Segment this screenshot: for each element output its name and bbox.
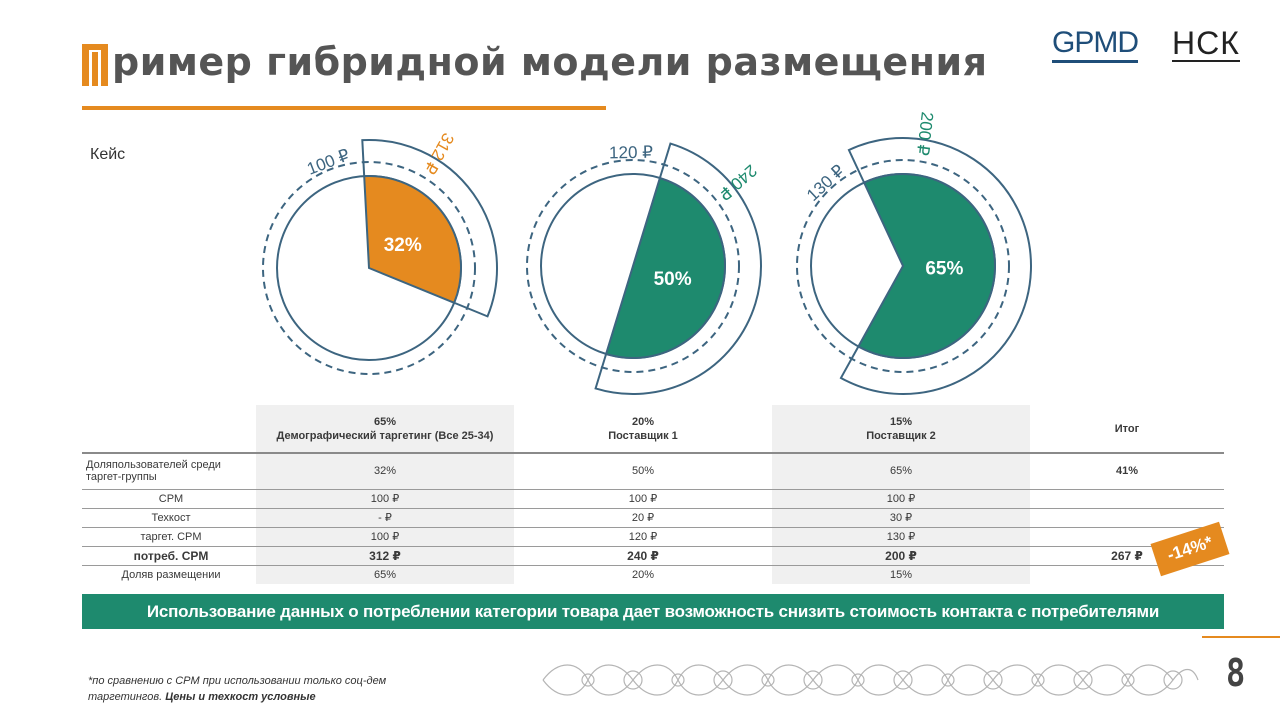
table-row: Доляпользователей среди таргет-группы 32…: [82, 452, 1224, 489]
pie-dashed-ring: [796, 159, 1010, 373]
pie-outer-arc: [361, 139, 498, 318]
footnote: *по сравнению с CPM при использовании то…: [88, 673, 428, 705]
header-empty: [82, 405, 256, 453]
pie-outer-arc: [839, 137, 1032, 395]
pie-share-label: 50%: [654, 269, 692, 290]
cell-total: [1030, 488, 1224, 508]
cell: 32%: [256, 452, 514, 489]
table-row: Доляв размещении 65% 20% 15%: [82, 564, 1224, 584]
row-label: потреб. CPM: [82, 545, 256, 565]
cell: 100 ₽: [256, 526, 514, 546]
table-row: Техкост - ₽ 20 ₽ 30 ₽: [82, 507, 1224, 527]
header-title: Итог: [1114, 422, 1140, 435]
cell-total: [1030, 564, 1224, 584]
cell: 65%: [256, 564, 514, 584]
cell-total: [1030, 507, 1224, 527]
cell: 20 ₽: [514, 507, 772, 527]
header-supplier-2: 15% Поставщик 2: [772, 405, 1030, 453]
header-share: 20%: [631, 415, 655, 428]
conclusion-banner: Использование данных о потреблении катег…: [82, 594, 1224, 629]
row-label: Доляпользователей среди таргет-группы: [82, 452, 256, 489]
cell: 312 ₽: [256, 545, 514, 565]
header-title: Демографический таргетинг (Все 25-34): [276, 429, 494, 442]
pie-dashed-ring: [526, 159, 740, 373]
page-number: 8: [1226, 650, 1246, 696]
cell: 100 ₽: [514, 488, 772, 508]
pie-share-label: 32%: [384, 235, 422, 256]
pie-chart-supplier-2: 65%130 ₽200 ₽: [796, 111, 1032, 395]
case-label: Кейс: [90, 146, 126, 163]
outer-cost-label: 240 ₽: [715, 161, 761, 204]
pie-charts: 32%100 ₽312 ₽ 50%120 ₽240 ₽ 65%130 ₽200 …: [262, 111, 1032, 395]
title-underline: [82, 106, 606, 110]
pricing-table: 65% Демографический таргетинг (Все 25-34…: [82, 405, 1224, 584]
pie-chart-demographic: 32%100 ₽312 ₽: [262, 130, 498, 375]
table-row: таргет. CPM 100 ₽ 120 ₽ 130 ₽: [82, 526, 1224, 546]
pie-share-label: 65%: [925, 258, 963, 279]
cell: 240 ₽: [514, 545, 772, 565]
header-share: 65%: [373, 415, 397, 428]
footnote-text: *по сравнению с CPM при использовании то…: [88, 675, 387, 703]
pie-slice: [604, 176, 726, 359]
cell: 50%: [514, 452, 772, 489]
table-header-row: 65% Демографический таргетинг (Все 25-34…: [82, 405, 1224, 453]
table-row: CPM 100 ₽ 100 ₽ 100 ₽: [82, 488, 1224, 508]
cell: 130 ₽: [772, 526, 1030, 546]
pie-slice: [857, 173, 996, 359]
page-title: ример гибридной модели размещения: [112, 40, 988, 84]
cell: 100 ₽: [772, 488, 1030, 508]
cell: 65%: [772, 452, 1030, 489]
cell: 200 ₽: [772, 545, 1030, 565]
cell: 100 ₽: [256, 488, 514, 508]
pie-chart-supplier-1: 50% 120 ₽ 240 ₽: [526, 142, 762, 395]
page-number-rule: [1202, 636, 1280, 638]
gpmd-logo: GPMD: [1052, 28, 1139, 63]
row-label: Доляв размещении: [82, 564, 256, 584]
header-share: 15%: [889, 415, 913, 428]
cell: 30 ₽: [772, 507, 1030, 527]
ornament-decoration: [542, 664, 1199, 696]
header-supplier-1: 20% Поставщик 1: [514, 405, 772, 453]
cell: 120 ₽: [514, 526, 772, 546]
header-demographic: 65% Демографический таргетинг (Все 25-34…: [256, 405, 514, 453]
table-row: потреб. CPM 312 ₽ 240 ₽ 200 ₽ 267 ₽: [82, 545, 1224, 565]
cell: 15%: [772, 564, 1030, 584]
inner-cost-label: 100 ₽: [304, 145, 352, 179]
row-label: таргет. CPM: [82, 526, 256, 546]
row-label: Техкост: [82, 507, 256, 527]
inner-cost-label: 120 ₽: [609, 143, 653, 163]
row-label: CPM: [82, 488, 256, 508]
nsk-logo: НСК: [1172, 25, 1240, 62]
header-title: Поставщик 2: [866, 429, 936, 442]
header-title: Поставщик 1: [608, 429, 678, 442]
cell-total: 41%: [1030, 452, 1224, 489]
pie-slice: [363, 175, 462, 305]
cell: 20%: [514, 564, 772, 584]
title-letter-mark: [82, 44, 108, 86]
pie-outer-arc: [594, 142, 762, 395]
footnote-bold: Цены и техкост условные: [165, 691, 316, 703]
pie-dashed-ring: [262, 161, 476, 375]
outer-cost-label: 200 ₽: [913, 111, 937, 157]
header-total: Итог: [1030, 405, 1224, 453]
cell: - ₽: [256, 507, 514, 527]
